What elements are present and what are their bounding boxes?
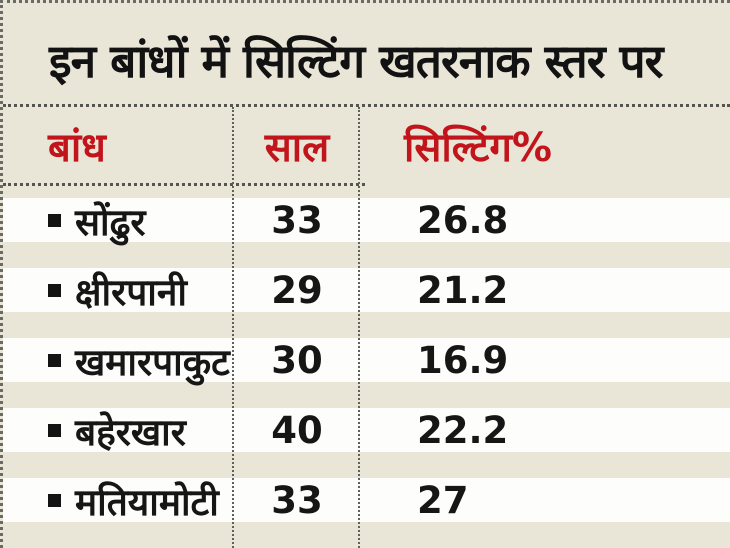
column-header-year: साल <box>264 124 330 171</box>
silting-cell: 27 <box>417 478 469 522</box>
table-row: बहेरखार 40 22.2 <box>3 408 730 454</box>
year-cell: 30 <box>271 338 323 382</box>
silting-cell: 21.2 <box>417 268 509 312</box>
table-row: खमारपाकुट 30 16.9 <box>3 338 730 384</box>
bullet-icon <box>48 213 61 227</box>
table-row: मतियामोटी 33 27 <box>3 478 730 524</box>
year-cell: 33 <box>271 478 323 522</box>
column-separator-2 <box>358 107 360 548</box>
dam-name: मतियामोटी <box>75 480 219 524</box>
bullet-icon <box>48 283 61 297</box>
bullet-icon <box>48 423 61 437</box>
bullet-icon <box>48 493 61 507</box>
page-title: इन बांधों में सिल्टिंग खतरनाक स्तर पर <box>49 34 663 89</box>
silting-table: बांध साल सिल्टिंग% सोंढुर 33 26.8 क्षीरप… <box>3 107 730 548</box>
year-cell: 29 <box>271 268 323 312</box>
dam-name: क्षीरपानी <box>75 270 187 314</box>
year-cell: 33 <box>271 198 323 242</box>
column-separator-1 <box>232 107 234 548</box>
dam-name-cell: बहेरखार <box>3 405 234 456</box>
dam-name-cell: सोंढुर <box>3 195 234 246</box>
table-row: क्षीरपानी 29 21.2 <box>3 268 730 314</box>
table-header-row: बांध साल सिल्टिंग% <box>3 107 730 183</box>
dam-name-cell: मतियामोटी <box>3 475 234 526</box>
header-divider <box>3 183 365 186</box>
bullet-icon <box>48 353 61 367</box>
dam-name: बहेरखार <box>75 410 186 454</box>
silting-cell: 22.2 <box>417 408 509 452</box>
dam-name: खमारपाकुट <box>75 340 230 384</box>
column-header-silting: सिल्टिंग% <box>404 124 552 171</box>
silting-cell: 26.8 <box>417 198 509 242</box>
column-header-dam: बांध <box>48 124 106 171</box>
title-bar: इन बांधों में सिल्टिंग खतरनाक स्तर पर <box>3 3 730 107</box>
dam-name-cell: क्षीरपानी <box>3 265 234 316</box>
silting-cell: 16.9 <box>417 338 509 382</box>
dam-name-cell: खमारपाकुट <box>3 335 234 386</box>
table-row: सोंढुर 33 26.8 <box>3 198 730 244</box>
dam-name: सोंढुर <box>75 200 146 244</box>
year-cell: 40 <box>271 408 323 452</box>
